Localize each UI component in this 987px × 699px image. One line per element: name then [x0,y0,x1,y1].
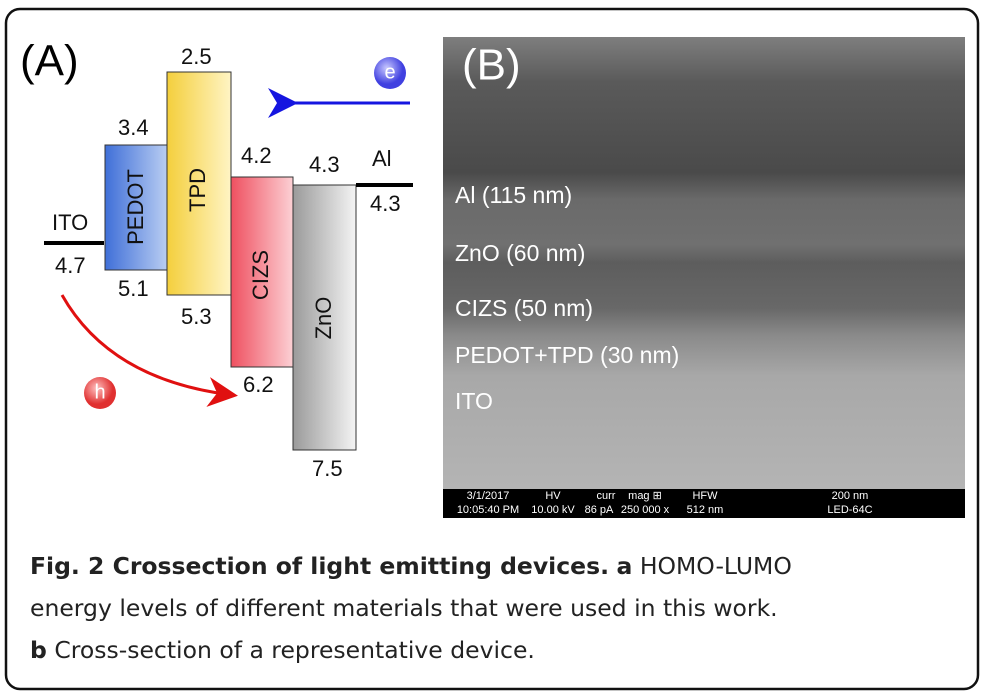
material-name: ITO [52,210,88,235]
sem-image [443,37,965,489]
caption-text: energy levels of different materials tha… [30,594,778,622]
info-text: HFW [692,490,718,502]
layer-label: Al (115 nm) [455,182,572,208]
level-box [292,184,357,451]
energy-level: 5.1 [118,276,149,301]
info-text: 250 000 x [621,504,670,516]
info-text: HV [545,490,561,502]
frame [4,7,980,691]
info-text: 512 nm [687,504,724,516]
energy-level: 6.2 [243,372,274,397]
caption-marker: b [30,636,47,664]
electron-label: e [384,61,395,83]
caption-text: Cross-section of a representative device… [54,636,535,664]
caption-line: Fig. 2 Crossection of light emitting dev… [30,552,792,580]
level-box [104,144,168,271]
material-name: TPD [185,168,210,212]
electron-badge [374,57,406,89]
energy-level: 4.2 [241,143,272,168]
caption-marker: a [616,552,633,580]
energy-level: 7.5 [312,456,343,481]
energy-level: 4.3 [309,152,340,177]
layer-label: ZnO (60 nm) [455,240,585,266]
caption-text: HOMO-LUMO [639,552,792,580]
info-text: LED-64C [827,504,872,516]
info-text: 10.00 kV [531,504,575,516]
material-name: Al [372,146,392,171]
energy-level: 4.7 [55,253,86,278]
caption-line: b Cross-section of a representative devi… [30,636,535,664]
info-text: 86 pA [585,504,614,516]
info-text: 200 nm [832,490,869,502]
layer-label: PEDOT+TPD (30 nm) [455,342,679,368]
layer-label: CIZS (50 nm) [455,295,593,321]
hole-badge [84,377,116,409]
energy-level: 3.4 [118,115,149,140]
info-text: 3/1/2017 [467,490,510,502]
caption-title: Fig. 2 Crossection of light emitting dev… [30,552,610,580]
level-box [166,71,232,296]
hole-label: h [94,381,105,403]
panel-label: (A) [20,37,79,86]
layer-label: ITO [455,388,493,414]
info-text: 10:05:40 PM [457,504,519,516]
panel-label: (B) [462,41,521,90]
info-text: mag ⊞ [628,490,662,502]
info-bar [443,489,965,518]
info-text: curr [597,490,616,502]
hole-arrow [60,294,238,407]
energy-level: 2.5 [181,44,212,69]
material-name: PEDOT [123,169,148,245]
caption-line: energy levels of different materials tha… [30,594,778,622]
material-name: ZnO [311,297,336,340]
energy-level: 5.3 [181,304,212,329]
material-name: CIZS [248,250,273,300]
energy-level: 4.3 [370,191,401,216]
